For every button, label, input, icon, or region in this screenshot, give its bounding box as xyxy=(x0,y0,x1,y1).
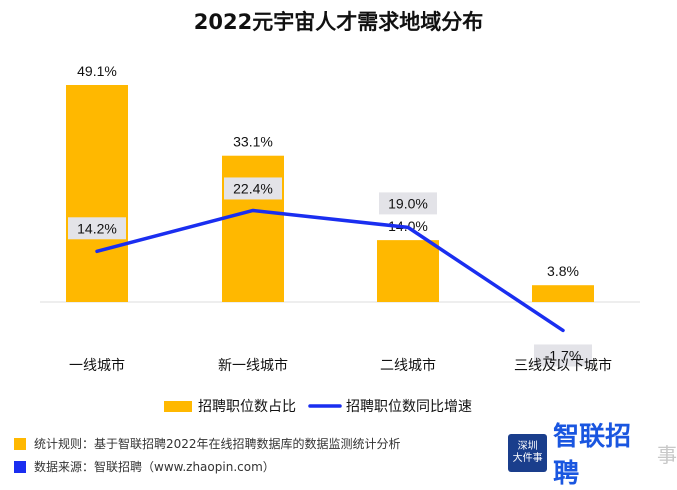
blue-square-icon xyxy=(14,460,26,473)
combo-chart: 49.1%33.1%14.0%3.8%14.2%22.4%19.0%-1.7%一… xyxy=(40,63,640,415)
bar-label-2: 33.1% xyxy=(233,134,273,150)
bar-label-1: 49.1% xyxy=(77,63,117,79)
legend-bar-label: 招聘职位数占比 xyxy=(198,399,296,415)
line-label-box-1 xyxy=(68,217,126,240)
badge-line2: 大件事 xyxy=(512,453,543,464)
brand-logo: 深圳 大件事 智联招聘 事 xyxy=(508,422,677,489)
line-label-box-2 xyxy=(224,177,282,200)
category-label-4: 三线及以下城市 xyxy=(514,357,612,374)
line-label-box-4 xyxy=(534,344,592,367)
footnote-rule-text: 统计规则：基于智联招聘2022年在线招聘数据库的数据监测统计分析 xyxy=(34,437,401,451)
line-label-4: -1.7% xyxy=(545,347,582,363)
category-label-1: 一线城市 xyxy=(69,357,125,374)
legend-bar-swatch xyxy=(164,401,192,412)
footnote-rule: 统计规则：基于智联招聘2022年在线招聘数据库的数据监测统计分析 xyxy=(14,435,401,452)
footnote-source: 数据来源：智联招聘（www.zhaopin.com） xyxy=(14,458,275,475)
bar-label-4: 3.8% xyxy=(547,263,579,279)
category-label-2: 新一线城市 xyxy=(218,357,288,374)
yellow-square-icon xyxy=(14,437,26,450)
bar-4 xyxy=(532,285,594,302)
line-label-box-3 xyxy=(379,192,437,215)
line-label-1: 14.2% xyxy=(77,220,117,236)
watermark-text: 事 xyxy=(657,442,677,467)
footnote-source-text: 数据来源：智联招聘（www.zhaopin.com） xyxy=(34,460,275,474)
category-label-3: 二线城市 xyxy=(380,357,436,374)
line-label-2: 22.4% xyxy=(233,180,273,196)
brand-name: 智联招聘 xyxy=(553,422,632,489)
legend-line-label: 招聘职位数同比增速 xyxy=(346,399,472,415)
chart-title: 2022元宇宙人才需求地域分布 xyxy=(193,10,484,34)
badge-line1: 深圳 xyxy=(517,441,538,452)
bar-1 xyxy=(66,85,128,302)
newspaper-badge: 深圳 大件事 xyxy=(508,434,548,472)
growth-line xyxy=(95,208,565,333)
line-label-3: 19.0% xyxy=(388,195,428,211)
bar-3 xyxy=(377,240,439,302)
